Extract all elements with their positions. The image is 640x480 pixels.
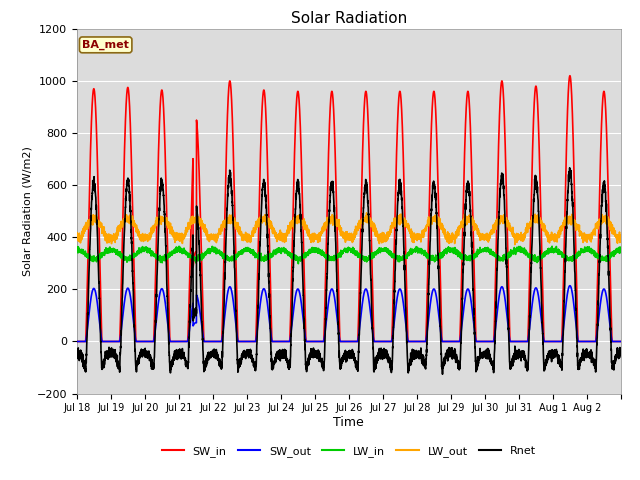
LW_in xyxy=(539,251,547,257)
SW_out xyxy=(369,331,377,336)
LW_out xyxy=(73,234,81,240)
LW_in xyxy=(294,261,302,266)
LW_in xyxy=(73,244,81,250)
Rnet xyxy=(539,331,547,336)
SW_in xyxy=(617,338,625,344)
SW_in xyxy=(73,338,81,344)
Line: LW_in: LW_in xyxy=(77,246,621,264)
LW_out xyxy=(369,224,377,230)
Line: LW_out: LW_out xyxy=(77,213,621,245)
LW_in xyxy=(398,256,406,262)
LW_in xyxy=(186,252,193,257)
SW_in xyxy=(369,302,377,308)
SW_in xyxy=(566,73,573,79)
SW_in xyxy=(525,315,532,321)
Rnet xyxy=(398,199,406,205)
Line: Rnet: Rnet xyxy=(77,168,621,374)
LW_out xyxy=(398,214,406,220)
Rnet xyxy=(525,347,532,352)
Rnet xyxy=(566,165,573,171)
LW_out xyxy=(525,222,532,228)
LW_out xyxy=(539,221,547,227)
Y-axis label: Solar Radiation (W/m2): Solar Radiation (W/m2) xyxy=(22,146,33,276)
SW_out xyxy=(398,292,406,298)
SW_out xyxy=(566,283,573,288)
LW_out xyxy=(511,242,519,248)
SW_in xyxy=(186,280,193,286)
LW_out xyxy=(498,217,506,223)
Rnet xyxy=(617,348,625,354)
Rnet xyxy=(186,318,193,324)
SW_out xyxy=(73,338,81,344)
SW_out xyxy=(617,338,625,344)
LW_out xyxy=(363,210,371,216)
Legend: SW_in, SW_out, LW_in, LW_out, Rnet: SW_in, SW_out, LW_in, LW_out, Rnet xyxy=(157,441,540,461)
SW_in xyxy=(398,115,406,120)
Rnet xyxy=(438,372,446,377)
LW_in xyxy=(369,252,377,257)
LW_in xyxy=(498,255,506,261)
LW_out xyxy=(617,237,625,243)
LW_in xyxy=(525,252,532,258)
Rnet xyxy=(73,349,81,355)
LW_in xyxy=(548,243,556,249)
Text: BA_met: BA_met xyxy=(82,40,129,50)
SW_in xyxy=(539,292,547,298)
Line: SW_out: SW_out xyxy=(77,286,621,341)
LW_in xyxy=(617,247,625,253)
Line: SW_in: SW_in xyxy=(77,76,621,341)
SW_out xyxy=(539,329,547,335)
Rnet xyxy=(369,340,377,346)
LW_out xyxy=(186,226,193,231)
SW_in xyxy=(498,78,506,84)
Title: Solar Radiation: Solar Radiation xyxy=(291,11,407,26)
SW_out xyxy=(525,334,532,339)
Rnet xyxy=(498,171,506,177)
SW_out xyxy=(498,284,506,289)
SW_out xyxy=(186,326,193,332)
X-axis label: Time: Time xyxy=(333,416,364,429)
